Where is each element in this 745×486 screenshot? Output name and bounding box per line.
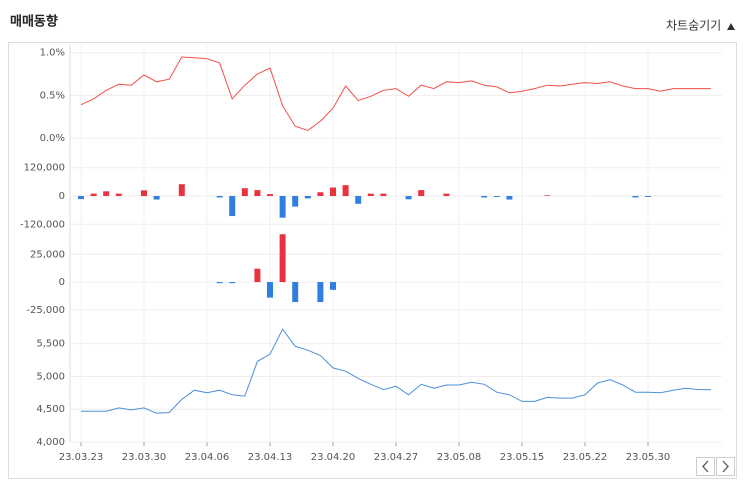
y-tick-label: 120,000 (24, 163, 65, 174)
bar (254, 268, 261, 283)
bar (254, 190, 261, 196)
bar (216, 282, 223, 284)
bar (292, 196, 299, 207)
bar (342, 185, 349, 196)
bar (405, 196, 412, 200)
y-tick-label: -25,000 (26, 305, 65, 316)
bar (115, 193, 122, 196)
bar (141, 190, 147, 196)
x-tick-label: 23.04.27 (374, 452, 419, 463)
y-tick-label: -120,000 (20, 219, 65, 230)
bar (506, 196, 513, 200)
bar (355, 196, 362, 204)
prev-button[interactable] (696, 457, 715, 476)
x-tick-label: 23.05.30 (626, 452, 671, 463)
section-title: 매매동향 (10, 14, 58, 30)
bar (443, 193, 450, 196)
bar (103, 191, 110, 196)
bar (418, 190, 425, 196)
bar (229, 196, 236, 217)
y-tick-label: 25,000 (30, 249, 65, 260)
y-tick-label: 5,000 (36, 371, 65, 382)
x-tick-label: 23.05.08 (437, 452, 482, 463)
bar (493, 196, 500, 197)
x-tick-label: 23.05.22 (563, 452, 608, 463)
x-tick-label: 23.05.15 (500, 452, 545, 463)
bar (544, 195, 551, 196)
y-tick-label: 4,000 (36, 437, 65, 448)
bar (279, 196, 286, 218)
bar (78, 196, 84, 200)
bar (153, 196, 160, 200)
bar (229, 282, 236, 284)
bar (330, 282, 336, 290)
next-button[interactable] (716, 457, 735, 476)
bar (380, 193, 387, 196)
bar (292, 282, 299, 303)
y-tick-label: 0.5% (40, 90, 65, 101)
bar (367, 193, 374, 196)
y-tick-label: 0 (59, 191, 65, 202)
bar (645, 196, 651, 197)
bar (216, 196, 223, 198)
bar (317, 282, 324, 303)
bar (632, 196, 639, 198)
prev-icon[interactable] (702, 460, 709, 473)
x-tick-label: 23.03.23 (59, 452, 104, 463)
bar (241, 188, 248, 196)
toggle-icon[interactable] (727, 23, 735, 30)
y-tick-label: 0 (59, 277, 65, 288)
bar (330, 187, 336, 196)
y-tick-label: 4,500 (36, 404, 65, 415)
next-icon[interactable] (722, 460, 729, 473)
bar (317, 192, 324, 196)
bar (178, 184, 185, 196)
y-tick-label: 0.0% (40, 133, 65, 144)
line-series (80, 56, 711, 132)
bar (267, 194, 273, 196)
x-tick-label: 23.04.06 (185, 452, 230, 463)
y-tick-label: 1.0% (40, 48, 65, 59)
x-tick-label: 23.04.20 (311, 452, 356, 463)
x-tick-label: 23.04.13 (248, 452, 293, 463)
y-tick-label: 5,500 (36, 339, 65, 350)
bar (304, 196, 311, 199)
x-tick-label: 23.03.30 (122, 452, 167, 463)
frame (8, 42, 737, 479)
bar (267, 282, 273, 298)
bar (481, 196, 488, 198)
bar (90, 193, 97, 196)
toggle-chart[interactable]: 차트숨기기 (666, 19, 721, 33)
line-series (81, 328, 711, 414)
bar (279, 234, 286, 283)
